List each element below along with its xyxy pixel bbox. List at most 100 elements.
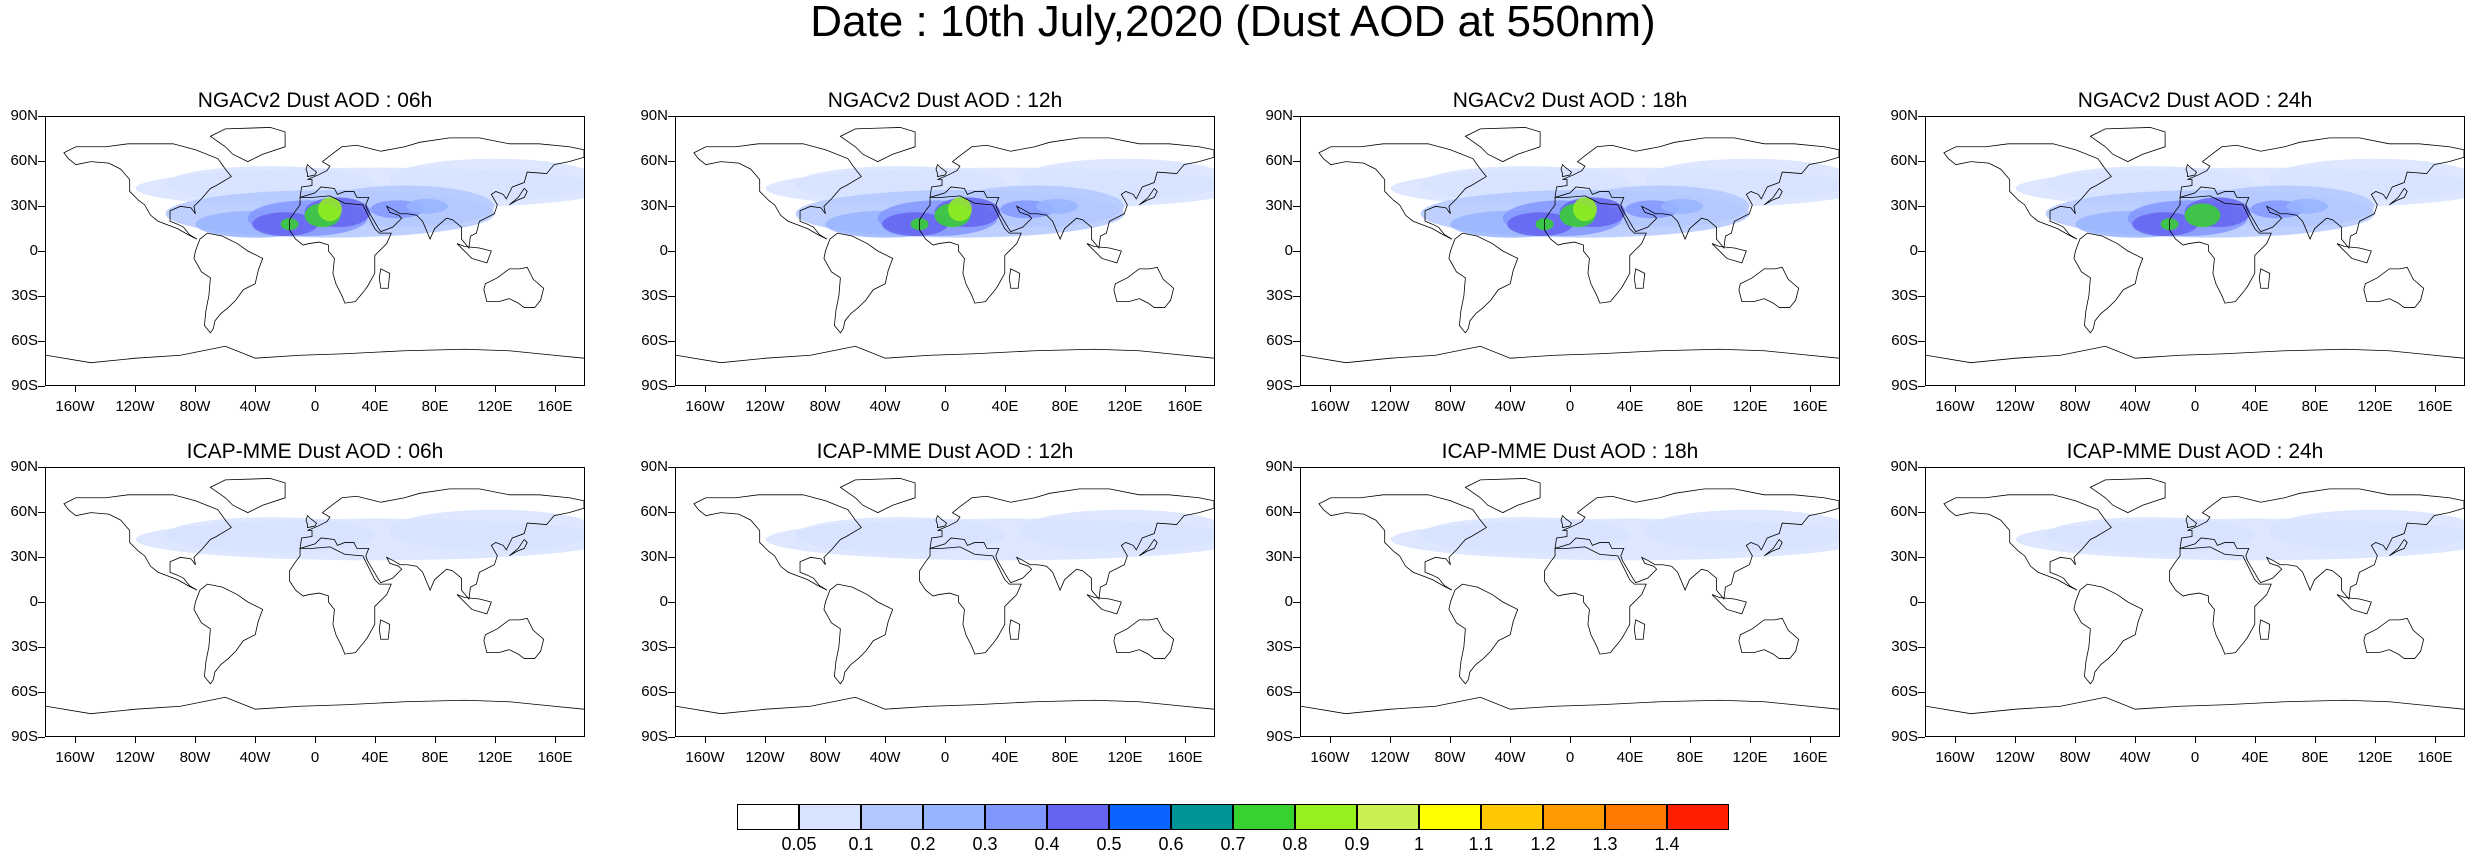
latitude-label: 60N [640, 503, 668, 520]
longitude-label: 40E [991, 749, 1019, 766]
longitude-tick [1390, 737, 1391, 743]
latitude-label: 30S [641, 638, 668, 655]
longitude-tick [495, 737, 496, 743]
coastline [2389, 187, 2408, 206]
latitude-tick [668, 737, 675, 738]
longitude-tick [495, 386, 496, 392]
colorbar-level-label: 0.1 [848, 834, 874, 854]
longitude-tick [1750, 386, 1751, 392]
longitude-tick [195, 737, 196, 743]
colorbar-level-label: 1.4 [1654, 834, 1680, 854]
latitude-tick [1293, 386, 1300, 387]
latitude-tick [38, 386, 45, 387]
latitude-label: 60S [1266, 683, 1293, 700]
figure-title: Date : 10th July,2020 (Dust AOD at 550nm… [810, 0, 1656, 46]
map-canvas [1926, 117, 2464, 385]
longitude-label: 40E [2241, 398, 2269, 415]
coastline [2389, 538, 2408, 557]
antarctic-coastline [1926, 345, 2464, 364]
colorbar-swatch [1171, 804, 1233, 830]
longitude-label: 160W [1310, 398, 1350, 415]
aod-colorbar [737, 804, 1729, 830]
longitude-tick [765, 737, 766, 743]
longitude-tick [1510, 386, 1511, 392]
longitude-tick [2015, 737, 2016, 743]
coastline [1113, 617, 1175, 659]
antarctic-coastline [1926, 696, 2464, 715]
latitude-label: 60S [641, 332, 668, 349]
longitude-tick [2255, 737, 2256, 743]
longitude-label: 80W [2059, 398, 2091, 415]
latitude-tick [1918, 737, 1925, 738]
longitude-label: 160W [55, 749, 95, 766]
latitude-tick [1918, 296, 1925, 297]
coastline [823, 583, 894, 685]
longitude-label: 80E [421, 749, 449, 766]
longitude-label: 40W [869, 749, 901, 766]
coastlines [1926, 478, 2464, 715]
coastline [1318, 494, 1487, 591]
latitude-label: 90N [640, 458, 668, 475]
longitude-tick [255, 386, 256, 392]
longitude-label: 80E [2301, 398, 2329, 415]
coastline [63, 143, 232, 240]
longitude-label: 120W [745, 749, 785, 766]
longitude-label: 80E [2301, 749, 2329, 766]
longitude-label: 0 [310, 749, 320, 766]
longitude-label: 160E [1167, 749, 1203, 766]
longitude-label: 0 [940, 398, 950, 415]
latitude-tick [668, 251, 675, 252]
longitude-tick [2075, 386, 2076, 392]
coastline [693, 143, 862, 240]
dust-aod-cell [1572, 197, 1597, 222]
latitude-tick [38, 602, 45, 603]
longitude-label: 120W [1370, 398, 1410, 415]
latitude-label: 60N [1265, 503, 1293, 520]
coastlines [46, 478, 584, 715]
longitude-tick [1005, 386, 1006, 392]
coastline [299, 488, 584, 600]
dust-aod-field [135, 509, 584, 561]
longitude-label: 120W [1995, 749, 2035, 766]
latitude-tick [668, 116, 675, 117]
latitude-label: 90S [641, 377, 668, 394]
coastline [919, 546, 1022, 655]
longitude-tick [1570, 737, 1571, 743]
longitude-tick [825, 386, 826, 392]
latitude-tick [1918, 467, 1925, 468]
latitude-tick [668, 467, 675, 468]
dust-aod-field [2015, 509, 2464, 561]
coastline [1943, 143, 2112, 240]
colorbar-swatch [799, 804, 861, 830]
longitude-label: 0 [2190, 749, 2200, 766]
map-panel: NGACv2 Dust AOD : 12h 90N 60N 30N 0 30S 60S 90S… [630, 86, 1290, 426]
coastline [509, 187, 528, 206]
longitude-tick [1510, 737, 1511, 743]
coastline [1113, 266, 1175, 308]
longitude-tick [555, 737, 556, 743]
longitude-tick [375, 386, 376, 392]
longitude-tick [945, 737, 946, 743]
latitude-label: 30N [1890, 197, 1918, 214]
latitude-tick [38, 647, 45, 648]
coastline [935, 514, 947, 529]
longitude-label: 120W [115, 398, 155, 415]
latitude-label: 60N [1890, 503, 1918, 520]
longitude-tick [1450, 386, 1451, 392]
latitude-tick [1293, 512, 1300, 513]
latitude-tick [1293, 737, 1300, 738]
longitude-tick [1005, 737, 1006, 743]
coastline [2336, 243, 2372, 264]
latitude-tick [668, 647, 675, 648]
latitude-label: 90S [1266, 728, 1293, 745]
longitude-tick [1810, 386, 1811, 392]
world-map [1925, 467, 2465, 737]
colorbar-level-label: 1.3 [1592, 834, 1618, 854]
latitude-label: 0 [29, 593, 38, 610]
longitude-label: 80E [421, 398, 449, 415]
latitude-label: 90S [1891, 377, 1918, 394]
coastline [1544, 546, 1647, 655]
coastline [839, 478, 916, 514]
coastline [1544, 195, 1647, 304]
latitude-tick [1293, 692, 1300, 693]
